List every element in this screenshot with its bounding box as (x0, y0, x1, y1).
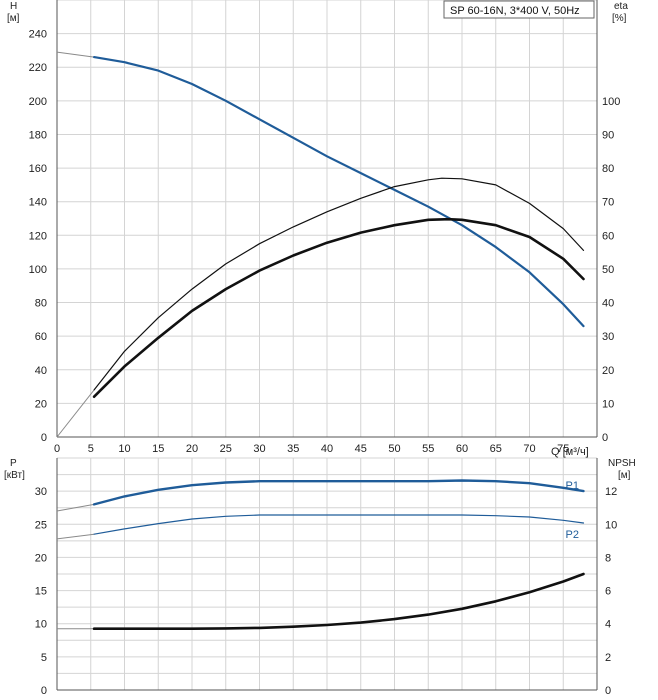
bottom-y2-tick-label: 8 (605, 552, 611, 564)
top-y2label-line1: eta (614, 1, 628, 12)
x-tick-label: 40 (321, 443, 333, 455)
x-tick-label: 45 (355, 443, 367, 455)
top-chart-series (56, 51, 585, 438)
top-y2-tick-label: 70 (602, 197, 614, 209)
bottom-y2label-line1: NPSH (608, 458, 636, 469)
top-y-tick-label: 80 (35, 298, 47, 310)
bottom-series-label-p1: P1 (566, 480, 579, 492)
bottom-y2-tick-label: 6 (605, 586, 611, 598)
x-tick-label: 5 (88, 443, 94, 455)
top-y-tick-label: 20 (35, 398, 47, 410)
bottom-series-0-extension (56, 503, 95, 512)
bottom-y2-tick-label: 12 (605, 486, 617, 498)
x-tick-label: 35 (287, 443, 299, 455)
bottom-series-label-p2: P2 (566, 529, 579, 541)
top-y-tick-label: 160 (29, 163, 47, 175)
x-tick-label: 65 (490, 443, 502, 455)
top-y-tick-label: 0 (41, 432, 47, 444)
top-y-tick-label: 220 (29, 62, 47, 74)
bottom-series-1-line (93, 514, 585, 535)
top-y-tick-label: 240 (29, 29, 47, 41)
top-series-0-extension (56, 51, 95, 58)
top-y-tick-label: 120 (29, 230, 47, 242)
bottom-y2-tick-label: 4 (605, 619, 611, 631)
top-ylabel-line2: [м] (7, 13, 20, 24)
top-y2-tick-label: 30 (602, 331, 614, 343)
x-tick-label: 60 (456, 443, 468, 455)
title-box: SP 60-16N, 3*400 V, 50Hz (443, 0, 595, 19)
bottom-ylabel-line1: P (10, 458, 17, 469)
x-tick-label: 20 (186, 443, 198, 455)
top-y-tick-label: 60 (35, 331, 47, 343)
top-series-0-line (92, 55, 585, 328)
x-tick-label: 55 (422, 443, 434, 455)
top-series-2-line (92, 217, 585, 399)
bottom-y-tick-label: 0 (41, 685, 47, 697)
top-chart-ticks: 0204060801001201401601802002202400102030… (29, 29, 621, 455)
top-y-tick-label: 180 (29, 129, 47, 141)
bottom-y2-tick-label: 2 (605, 652, 611, 664)
bottom-y-tick-label: 15 (35, 586, 47, 598)
bottom-chart-series: P1 P2 (56, 479, 585, 631)
x-axis-label: Q [м³/ч] (551, 446, 589, 458)
bottom-y2-tick-label: 10 (605, 519, 617, 531)
x-tick-label: 0 (54, 443, 60, 455)
bottom-chart-grid (56, 457, 598, 691)
top-y-tick-label: 40 (35, 365, 47, 377)
bottom-chart-ticks: 0 5 10 15 20 25 30 0 2 4 6 8 10 12 (35, 486, 618, 697)
top-y2-tick-label: 10 (602, 398, 614, 410)
bottom-ylabel-line2: [кВт] (4, 470, 25, 481)
top-chart-grid (56, 0, 598, 438)
top-y2-tick-label: 40 (602, 298, 614, 310)
bottom-y-tick-label: 5 (41, 652, 47, 664)
top-y2-tick-label: 50 (602, 264, 614, 276)
bottom-series-2-line (92, 572, 585, 631)
top-y2-tick-label: 80 (602, 163, 614, 175)
top-y2-tick-label: 0 (602, 432, 608, 444)
top-y-tick-label: 140 (29, 197, 47, 209)
top-series-1-extension (56, 389, 95, 438)
bottom-series-0-line (92, 479, 585, 506)
top-y2-tick-label: 100 (602, 96, 620, 108)
bottom-y2-tick-label: 0 (605, 685, 611, 697)
top-y2-tick-label: 20 (602, 365, 614, 377)
bottom-y-tick-label: 20 (35, 552, 47, 564)
x-tick-label: 75 (557, 443, 569, 455)
bottom-y-tick-label: 10 (35, 619, 47, 631)
bottom-series-1-extension (56, 533, 95, 540)
top-series-1-line (93, 177, 585, 391)
x-tick-label: 70 (523, 443, 535, 455)
bottom-y-tick-label: 25 (35, 519, 47, 531)
bottom-y-tick-label: 30 (35, 486, 47, 498)
x-tick-label: 10 (118, 443, 130, 455)
top-y2label-line2: [%] (612, 13, 627, 24)
x-tick-label: 50 (388, 443, 400, 455)
bottom-y2label-line2: [м] (618, 470, 631, 481)
x-tick-label: 15 (152, 443, 164, 455)
top-ylabel-line1: H (10, 1, 17, 12)
top-y2-tick-label: 60 (602, 230, 614, 242)
chart-title: SP 60-16N, 3*400 V, 50Hz (450, 5, 580, 17)
x-tick-label: 30 (253, 443, 265, 455)
x-tick-label: 25 (220, 443, 232, 455)
top-y-tick-label: 200 (29, 96, 47, 108)
top-y2-tick-label: 90 (602, 129, 614, 141)
top-y-tick-label: 100 (29, 264, 47, 276)
